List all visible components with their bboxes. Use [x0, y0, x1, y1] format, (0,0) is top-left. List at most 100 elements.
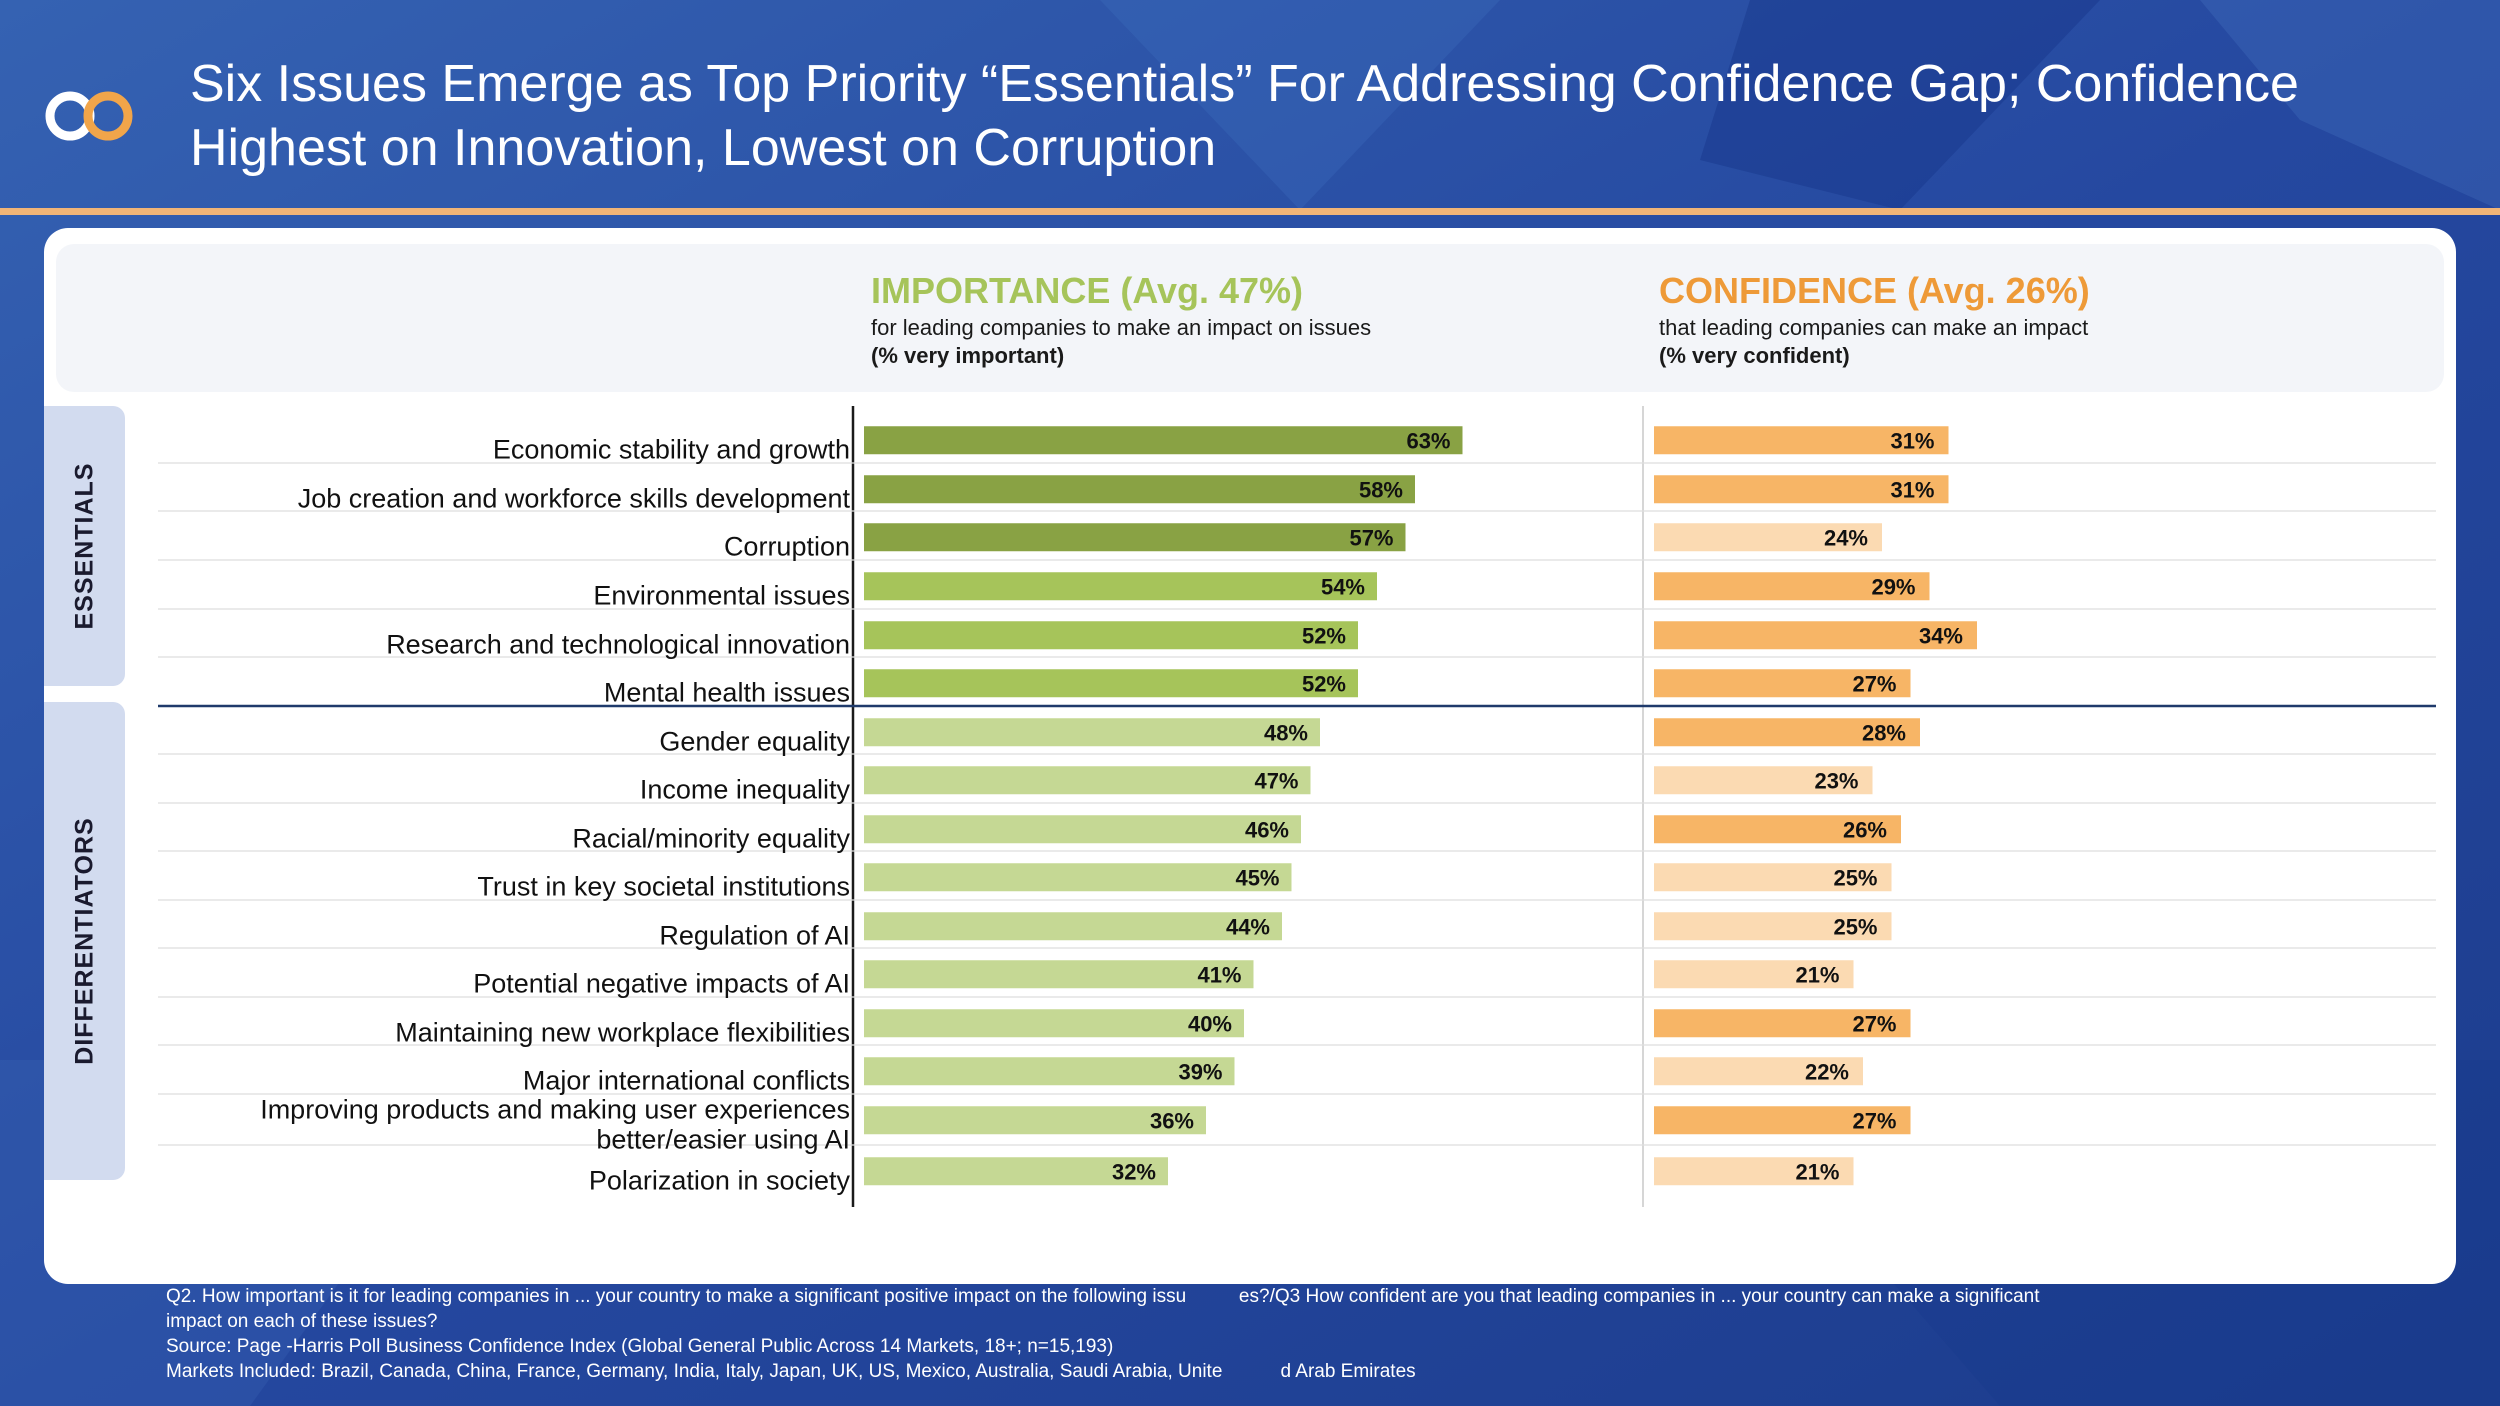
- confidence-bar: [1654, 1009, 1911, 1038]
- confidence-value-label: 27%: [1852, 1108, 1896, 1133]
- confidence-bar: [1654, 912, 1892, 941]
- page-title-line-1: Six Issues Emerge as Top Priority “Essen…: [190, 55, 2299, 113]
- category-label: Research and technological innovation: [386, 629, 850, 659]
- confidence-measure: (% very confident): [1659, 343, 1850, 368]
- importance-bar: [864, 669, 1358, 698]
- confidence-subtitle: that leading companies can make an impac…: [1659, 315, 2089, 340]
- importance-bar: [864, 426, 1463, 455]
- company-logo-icon: [45, 91, 133, 141]
- confidence-value-label: 34%: [1919, 623, 1963, 648]
- importance-measure: (% very important): [871, 343, 1065, 368]
- footnote-source: Source: Page -Harris Poll Business Confi…: [166, 1336, 1114, 1357]
- title-bar: Six Issues Emerge as Top Priority “Essen…: [0, 0, 2500, 210]
- confidence-bar: [1654, 960, 1854, 989]
- category-label: Gender equality: [659, 726, 850, 756]
- confidence-value-label: 23%: [1814, 768, 1858, 793]
- importance-value-label: 40%: [1188, 1011, 1232, 1036]
- differentiators-group-tab: DIFFERENTIATORS: [44, 702, 125, 1180]
- confidence-value-label: 24%: [1824, 525, 1868, 550]
- category-label: Corruption: [724, 531, 850, 561]
- confidence-bar: [1654, 718, 1920, 747]
- confidence-value-label: 21%: [1795, 1159, 1839, 1184]
- chart-panel: [44, 228, 2456, 1284]
- confidence-bar: [1654, 426, 1949, 455]
- category-label: Potential negative impacts of AI: [473, 968, 850, 998]
- category-label: Economic stability and growth: [493, 434, 850, 464]
- essentials-group-tab: ESSENTIALS: [44, 406, 125, 686]
- confidence-bar: [1654, 523, 1882, 552]
- confidence-bar: [1654, 863, 1892, 892]
- category-label: Major international conflicts: [523, 1065, 850, 1095]
- confidence-value-label: 25%: [1833, 865, 1877, 890]
- page-title-line-2: Highest on Innovation, Lowest on Corrupt…: [190, 119, 1217, 177]
- category-label: Trust in key societal institutions: [477, 871, 850, 901]
- importance-value-label: 58%: [1359, 477, 1403, 502]
- importance-value-label: 52%: [1302, 671, 1346, 696]
- category-label: Environmental issues: [593, 580, 850, 610]
- importance-value-label: 57%: [1349, 525, 1393, 550]
- confidence-value-label: 27%: [1852, 671, 1896, 696]
- confidence-value-label: 29%: [1871, 574, 1915, 599]
- confidence-value-label: 31%: [1890, 477, 1934, 502]
- confidence-bar: [1654, 621, 1977, 650]
- importance-value-label: 44%: [1226, 914, 1270, 939]
- importance-subtitle: for leading companies to make an impact …: [871, 315, 1372, 340]
- confidence-value-label: 25%: [1833, 914, 1877, 939]
- importance-value-label: 46%: [1245, 817, 1289, 842]
- importance-value-label: 48%: [1264, 720, 1308, 745]
- confidence-bar: [1654, 766, 1873, 795]
- importance-bar: [864, 1106, 1206, 1135]
- importance-value-label: 54%: [1321, 574, 1365, 599]
- confidence-bar: [1654, 1106, 1911, 1135]
- importance-bar: [864, 523, 1406, 552]
- confidence-value-label: 28%: [1862, 720, 1906, 745]
- importance-value-label: 45%: [1235, 865, 1279, 890]
- importance-bar: [864, 912, 1282, 941]
- importance-bar: [864, 960, 1254, 989]
- confidence-bar: [1654, 1157, 1854, 1186]
- importance-bar: [864, 863, 1292, 892]
- chart-header-band: [56, 244, 2444, 392]
- importance-value-label: 39%: [1178, 1059, 1222, 1084]
- confidence-bar: [1654, 1057, 1863, 1086]
- category-label: Job creation and workforce skills develo…: [298, 483, 851, 513]
- importance-value-label: 63%: [1406, 428, 1450, 453]
- importance-bar: [864, 1157, 1168, 1186]
- confidence-value-label: 26%: [1843, 817, 1887, 842]
- category-label: Income inequality: [640, 774, 851, 804]
- importance-header: IMPORTANCE (Avg. 47%) for leading compan…: [871, 268, 1371, 370]
- category-label: Racial/minority equality: [572, 823, 850, 853]
- confidence-value-label: 27%: [1852, 1011, 1896, 1036]
- footnote: Q2. How important is it for leading comp…: [166, 1284, 2466, 1384]
- importance-value-label: 47%: [1254, 768, 1298, 793]
- confidence-bar: [1654, 815, 1901, 844]
- confidence-value-label: 21%: [1795, 962, 1839, 987]
- confidence-bar: [1654, 572, 1930, 601]
- category-label: Regulation of AI: [659, 920, 850, 950]
- importance-bar: [864, 766, 1311, 795]
- footnote-question: Q2. How important is it for leading comp…: [166, 1286, 2040, 1307]
- confidence-bar: [1654, 669, 1911, 698]
- category-label: Improving products and making user exper…: [260, 1094, 850, 1124]
- importance-bar: [864, 572, 1377, 601]
- confidence-header: CONFIDENCE (Avg. 26%) that leading compa…: [1659, 268, 2090, 370]
- importance-bar: [864, 815, 1301, 844]
- importance-bar: [864, 475, 1415, 504]
- category-label: Polarization in society: [589, 1165, 851, 1195]
- importance-value-label: 36%: [1150, 1108, 1194, 1133]
- confidence-value-label: 22%: [1805, 1059, 1849, 1084]
- category-label: better/easier using AI: [596, 1124, 850, 1154]
- category-label: Mental health issues: [604, 677, 850, 707]
- category-label: Maintaining new workplace flexibilities: [395, 1017, 850, 1047]
- importance-bar: [864, 1009, 1244, 1038]
- importance-bar: [864, 718, 1320, 747]
- confidence-bar: [1654, 475, 1949, 504]
- importance-bar: [864, 621, 1358, 650]
- importance-value-label: 41%: [1197, 962, 1241, 987]
- importance-bar: [864, 1057, 1235, 1086]
- importance-value-label: 52%: [1302, 623, 1346, 648]
- importance-title: IMPORTANCE (Avg. 47%): [871, 270, 1304, 311]
- page-title: Six Issues Emerge as Top Priority “Essen…: [190, 52, 2440, 180]
- importance-value-label: 32%: [1112, 1159, 1156, 1184]
